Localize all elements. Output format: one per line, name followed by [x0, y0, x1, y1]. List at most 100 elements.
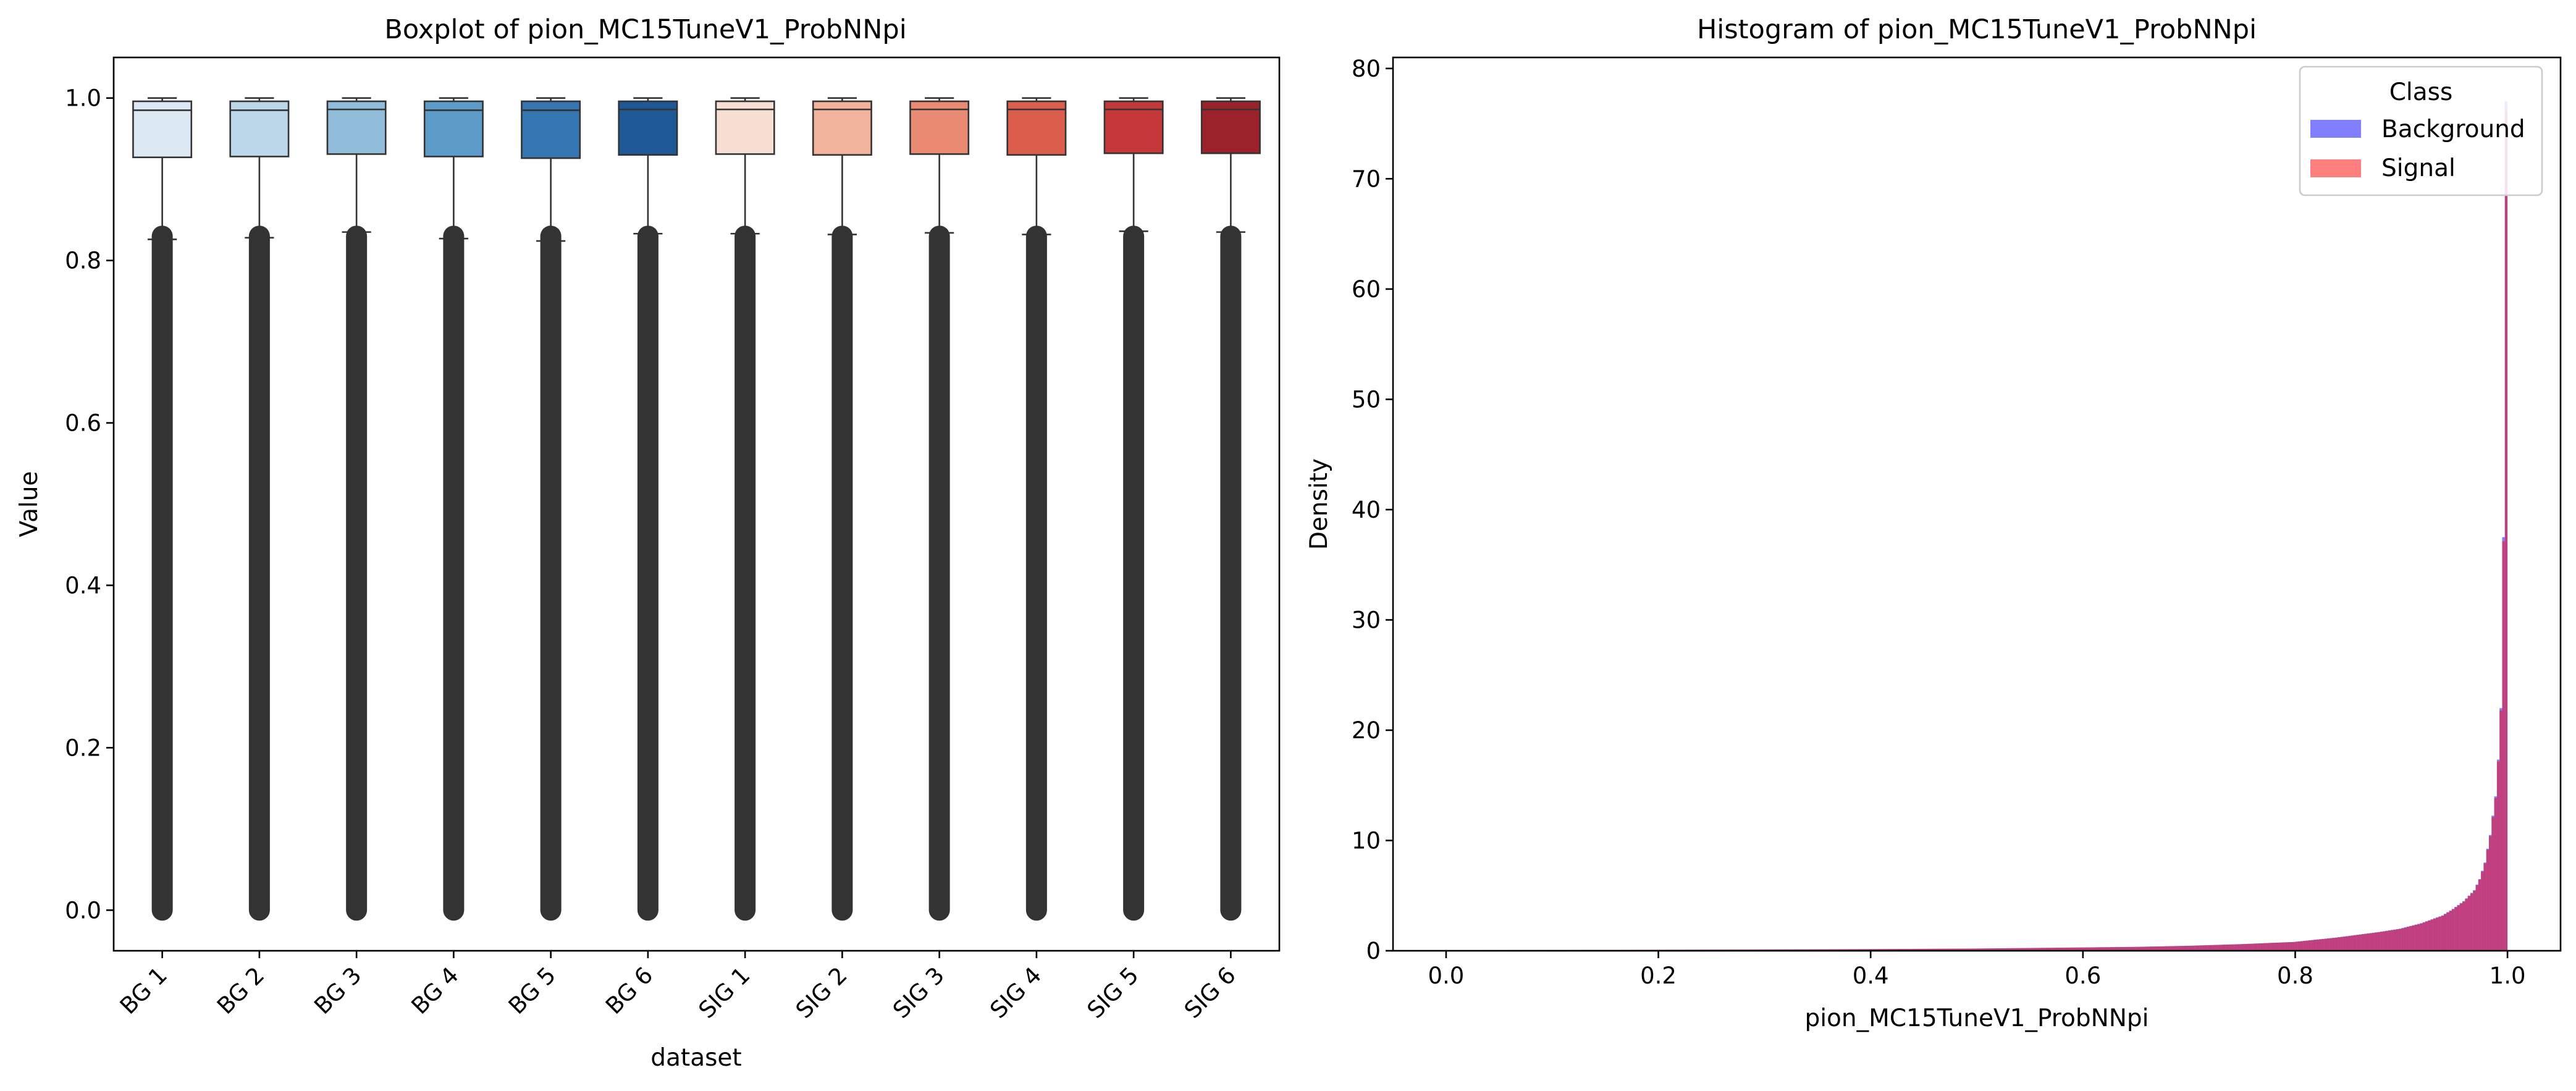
- histogram-bar: [1961, 948, 1964, 951]
- histogram-bar: [2032, 948, 2035, 951]
- histogram-bar: [1929, 948, 1932, 951]
- histogram-bar: [2096, 947, 2099, 951]
- histogram-bar: [2173, 946, 2176, 951]
- histogram-bar: [1963, 948, 1966, 951]
- histogram-series-signal: [1446, 110, 2508, 951]
- legend-label-signal: Signal: [2381, 154, 2456, 182]
- histogram-bar: [2375, 932, 2378, 951]
- histogram-bar: [2383, 931, 2386, 951]
- histogram-bar: [2475, 885, 2478, 951]
- histogram-bar: [1953, 948, 1956, 951]
- boxplot-box: [812, 100, 872, 156]
- histogram-bar: [2064, 947, 2068, 951]
- histogram-bar: [2446, 912, 2449, 951]
- histogram-bar: [1908, 949, 1911, 951]
- boxplot-x-tick-label: BG 2: [212, 962, 269, 1019]
- boxplot-x-ticks: BG 1 BG 2 BG 3 BG 4 BG 5 BG 6 SIG 1 SIG 2 SIG 3 S…: [115, 951, 1241, 1024]
- histogram-bar: [2061, 948, 2065, 951]
- histogram-bar: [1942, 948, 1945, 951]
- histogram-bar: [2478, 880, 2481, 951]
- histogram-bar: [2367, 933, 2370, 951]
- histogram-bar: [2123, 946, 2126, 951]
- histogram-frame: [1392, 56, 2562, 952]
- histogram-y-tick-label: 0: [1366, 938, 1381, 964]
- histogram-bar: [2459, 903, 2463, 951]
- histogram-bar: [2308, 940, 2312, 951]
- histogram-bar: [2082, 947, 2086, 951]
- histogram-bar: [2266, 943, 2269, 951]
- histogram-bar: [2353, 935, 2357, 951]
- histogram-bar: [2473, 890, 2476, 951]
- histogram-bar: [2338, 937, 2341, 951]
- histogram-x-tick-label: 0.2: [1640, 963, 1677, 989]
- histogram-bar: [2377, 932, 2380, 951]
- histogram-panel: Histogram of pion_MC15TuneV1_ProbNNpi 0 1…: [1305, 14, 2562, 1032]
- histogram-bar: [1905, 949, 1908, 951]
- boxplot-y-tick-label: 0.2: [65, 735, 101, 761]
- histogram-bar: [2449, 911, 2452, 951]
- histogram-bar: [2074, 947, 2078, 951]
- boxplot-y-tick-label: 0.0: [65, 897, 101, 924]
- histogram-bar: [2069, 947, 2073, 951]
- histogram-bar: [2292, 941, 2296, 951]
- histogram-bar: [2255, 943, 2258, 951]
- histogram-bar: [2014, 948, 2017, 951]
- histogram-bar: [2433, 919, 2436, 951]
- histogram-bar: [1977, 948, 1980, 951]
- histogram-bar: [2029, 948, 2033, 951]
- boxplot-marks: [132, 97, 1261, 921]
- histogram-bar: [2210, 945, 2213, 951]
- histogram-bar: [1860, 949, 1863, 951]
- histogram-bar: [2011, 948, 2014, 951]
- histogram-bar: [2184, 946, 2187, 951]
- histogram-bar: [2284, 942, 2288, 951]
- histogram-bar: [2221, 945, 2224, 951]
- histogram-bar: [2327, 938, 2330, 951]
- histogram-bar: [2430, 919, 2433, 951]
- boxplot-title: Boxplot of pion_MC15TuneV1_ProbNNpi: [384, 14, 906, 45]
- histogram-bar: [2481, 871, 2484, 951]
- histogram-bar: [2406, 927, 2410, 951]
- histogram-bar: [2003, 948, 2006, 951]
- histogram-x-tick-label: 0.8: [2277, 963, 2313, 989]
- histogram-y-tick-label: 20: [1352, 717, 1381, 744]
- boxplot-box: [618, 100, 678, 156]
- histogram-bar: [1897, 949, 1900, 951]
- histogram-bar: [2199, 945, 2203, 951]
- histogram-bar: [1937, 948, 1940, 951]
- histogram-bar: [2364, 933, 2367, 951]
- histogram-bar: [2197, 945, 2200, 951]
- boxplot-x-tick-label: SIG 2: [791, 962, 852, 1024]
- histogram-bar: [2313, 940, 2317, 951]
- histogram-bar: [2088, 947, 2091, 951]
- histogram-bar: [2231, 944, 2234, 951]
- histogram-bar: [2035, 948, 2038, 951]
- histogram-bar: [1879, 949, 1882, 951]
- histogram-bar: [2422, 922, 2425, 951]
- histogram-bar: [1881, 949, 1884, 951]
- histogram-bar: [2229, 944, 2232, 951]
- histogram-bar: [2454, 907, 2457, 951]
- histogram-bar: [2465, 899, 2468, 951]
- histogram-bar: [2242, 944, 2245, 951]
- histogram-bar: [1974, 948, 1977, 951]
- histogram-bar: [2372, 933, 2375, 951]
- histogram-bar: [2048, 948, 2052, 951]
- histogram-bar: [2499, 710, 2502, 951]
- histogram-bar: [2218, 945, 2221, 951]
- histogram-bar: [2496, 761, 2500, 951]
- histogram-bar: [1969, 948, 1972, 951]
- boxplot-y-tick-label: 0.6: [65, 410, 101, 437]
- histogram-bar: [1987, 948, 1990, 951]
- histogram-bar: [2412, 925, 2415, 951]
- histogram-bar: [1871, 949, 1874, 951]
- histogram-bar: [2037, 948, 2041, 951]
- histogram-bar: [2356, 935, 2359, 951]
- histogram-bar: [1873, 949, 1876, 951]
- histogram-bar: [2451, 909, 2455, 951]
- histogram-bar: [2136, 946, 2139, 951]
- histogram-bar: [1950, 948, 1953, 951]
- histogram-y-tick-label: 60: [1352, 276, 1381, 303]
- histogram-bar: [2205, 945, 2208, 951]
- histogram-bar: [1945, 948, 1948, 951]
